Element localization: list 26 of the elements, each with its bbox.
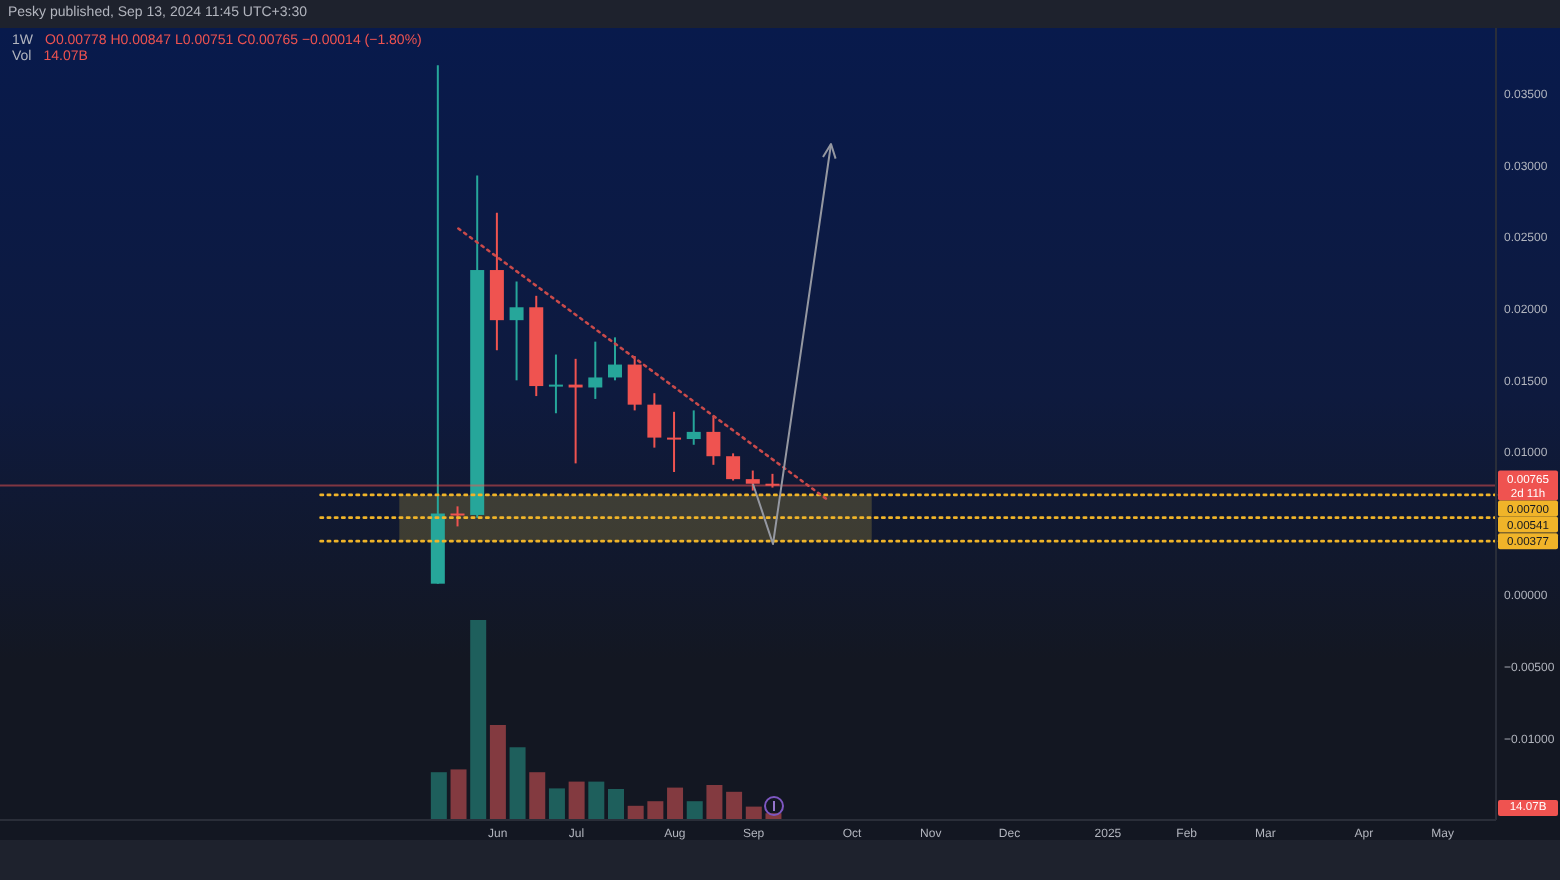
bar bbox=[529, 772, 546, 820]
candlestick bbox=[706, 415, 721, 466]
candlestick bbox=[450, 505, 465, 528]
candlestick bbox=[667, 410, 682, 473]
bar bbox=[509, 747, 526, 820]
bar bbox=[430, 772, 447, 820]
candlestick bbox=[647, 392, 662, 449]
bar bbox=[726, 791, 743, 820]
bar bbox=[686, 801, 703, 820]
candlestick bbox=[726, 452, 741, 482]
bar bbox=[470, 620, 487, 820]
bar bbox=[450, 769, 467, 820]
bar bbox=[489, 725, 506, 820]
candlestick bbox=[686, 409, 701, 446]
bar bbox=[607, 789, 624, 820]
bar bbox=[568, 781, 585, 820]
bar bbox=[548, 788, 565, 820]
candlestick bbox=[745, 469, 760, 492]
candlestick bbox=[588, 340, 603, 400]
bar bbox=[588, 781, 605, 820]
candlestick bbox=[627, 354, 642, 412]
bar bbox=[706, 785, 723, 820]
candlestick bbox=[607, 336, 622, 382]
bar bbox=[667, 787, 684, 820]
candlestick bbox=[509, 280, 524, 382]
candlestick bbox=[548, 353, 563, 415]
